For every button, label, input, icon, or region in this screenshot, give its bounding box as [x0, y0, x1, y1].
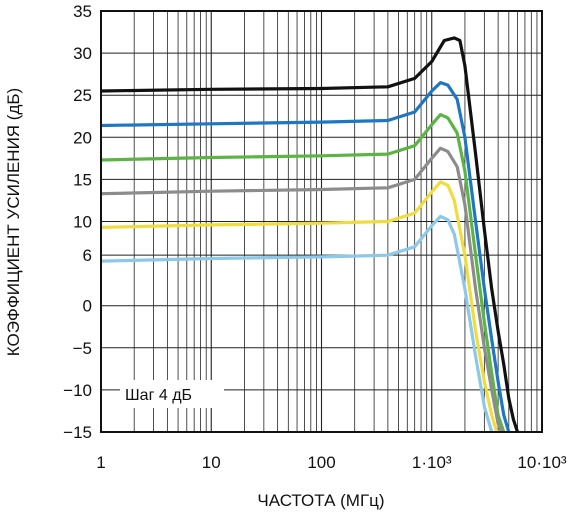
annotation-text: Шаг 4 дБ — [125, 387, 192, 404]
plot-frame — [100, 10, 543, 433]
x-axis-title: ЧАСТОТА (МГц) — [257, 491, 384, 510]
series-line-5 — [101, 180, 499, 432]
annotation-box: Шаг 4 дБ — [120, 380, 224, 408]
y-tick-label: 0 — [83, 297, 92, 316]
x-tick-labels: 1 10 100 1·10³ 10·10³ — [96, 453, 567, 472]
series-line-1 — [101, 36, 520, 432]
series-line-4 — [101, 146, 504, 432]
y-tick-label: 10 — [73, 213, 92, 232]
y-tick-label: −15 — [63, 423, 92, 442]
x-tick-label: 1 — [96, 453, 105, 472]
y-tick-label: 20 — [73, 128, 92, 147]
y-tick-label: −10 — [63, 381, 92, 400]
series-line-6 — [101, 214, 494, 432]
x-tick-label: 10 — [202, 453, 221, 472]
x-tick-label: 1·10³ — [412, 453, 452, 472]
y-tick-label: 15 — [73, 170, 92, 189]
y-tick-label: 30 — [73, 44, 92, 63]
x-tick-label: 10·10³ — [517, 453, 566, 472]
x-tick-label: 100 — [307, 453, 335, 472]
y-tick-label: 35 — [73, 2, 92, 21]
series-group — [101, 36, 520, 432]
y-tick-label: 25 — [73, 86, 92, 105]
series-line-3 — [101, 113, 506, 432]
series-line-2 — [101, 81, 511, 432]
y-tick-label: 6 — [83, 246, 92, 265]
y-axis-title: КОЭФФИЦИЕНТ УСИЛЕНИЯ (дБ) — [4, 88, 23, 356]
y-tick-label: −5 — [73, 339, 92, 358]
y-tick-labels: 35 30 25 20 15 10 6 0 −5 −10 −15 — [63, 2, 92, 442]
